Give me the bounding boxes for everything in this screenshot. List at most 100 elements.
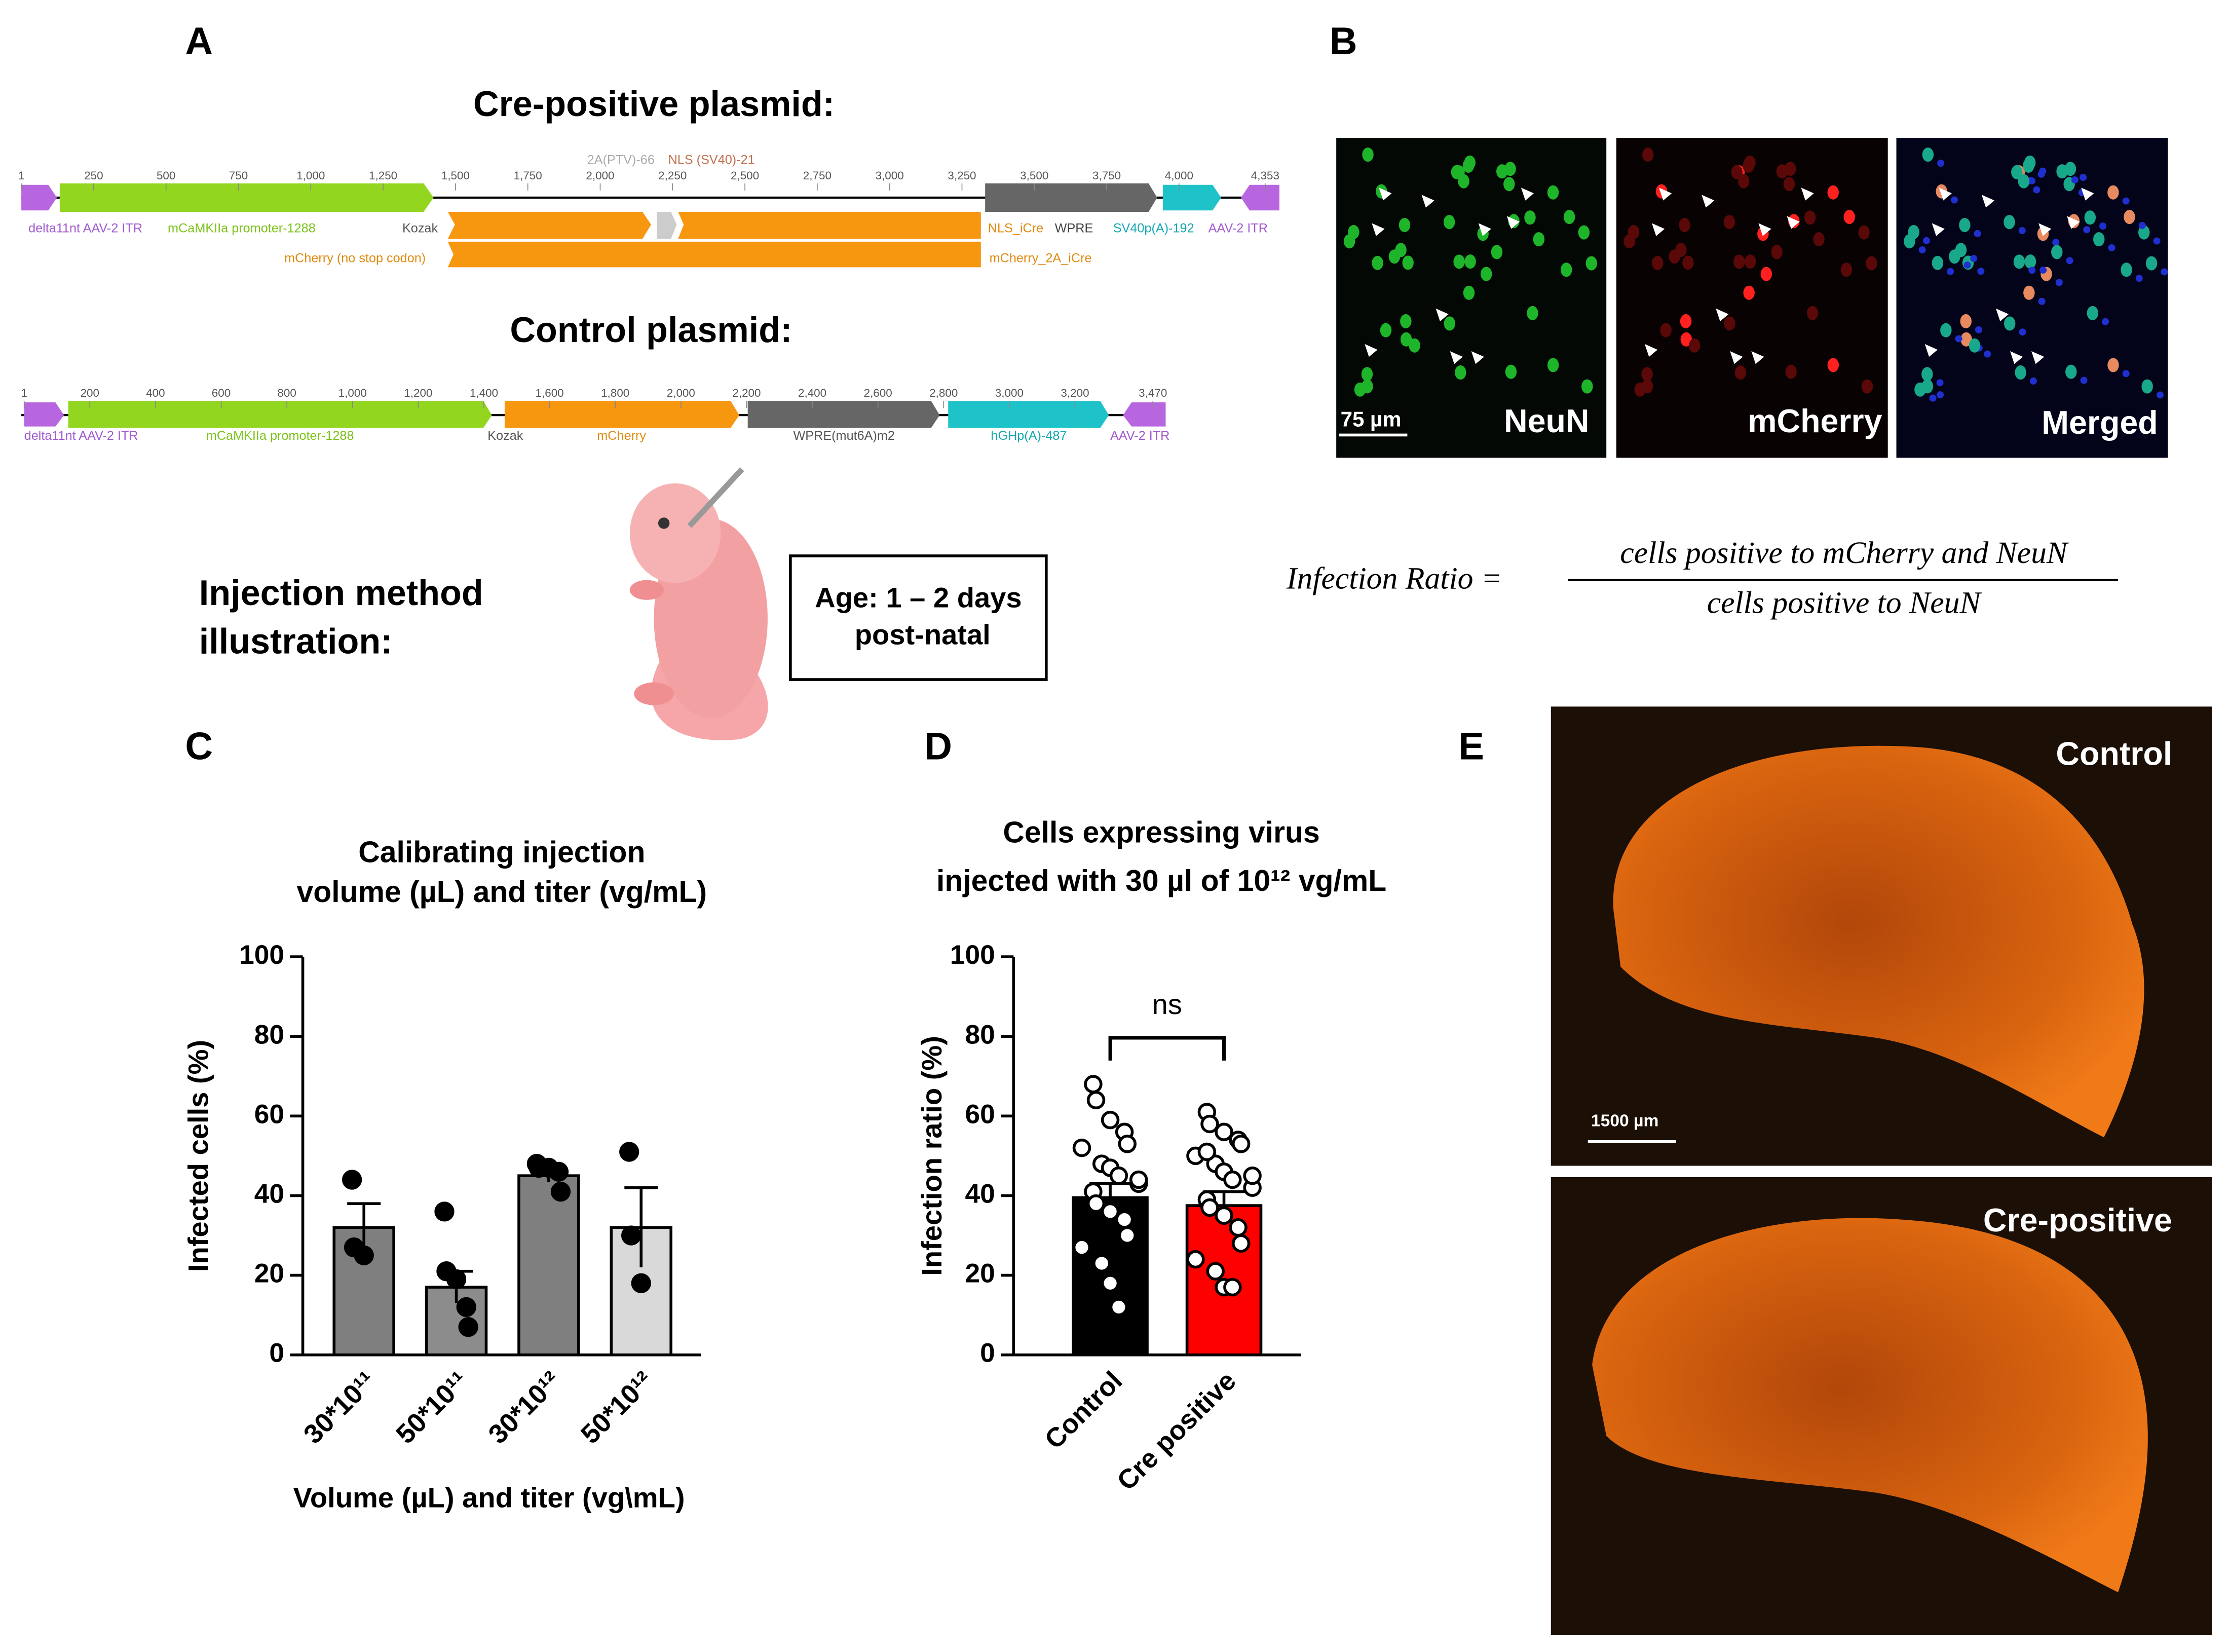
- position-label: 1,500: [441, 169, 470, 182]
- position-label: 2,250: [658, 169, 687, 182]
- y-tick-label: 60: [254, 1099, 284, 1129]
- nucleus: [2033, 186, 2041, 194]
- feature-label: SV40p(A)-192: [1113, 221, 1194, 235]
- nucleus: [1937, 160, 1945, 167]
- cell: [1745, 254, 1756, 269]
- cell: [1738, 174, 1750, 189]
- nucleus: [1950, 196, 1958, 204]
- feature-label: mCherry: [597, 429, 646, 443]
- channel-label: NeuN: [1504, 403, 1589, 439]
- cell: [2107, 358, 2119, 372]
- position-label: 2,000: [586, 169, 614, 182]
- x-tick-label: Cre positive: [1111, 1366, 1241, 1496]
- cell: [1547, 185, 1559, 200]
- cell: [1362, 147, 1374, 162]
- cell: [1827, 185, 1839, 200]
- cell: [1731, 165, 1743, 179]
- y-tick-label: 40: [965, 1179, 995, 1209]
- cell: [1723, 215, 1735, 230]
- position-label: 1,000: [296, 169, 325, 182]
- data-point: [446, 1269, 467, 1290]
- section-label: Control: [2056, 736, 2172, 772]
- age-box: [789, 554, 1048, 681]
- y-tick-label: 80: [254, 1020, 284, 1049]
- arrowhead: [2031, 351, 2045, 364]
- cell: [1960, 332, 1972, 347]
- cell: [1585, 256, 1597, 271]
- cell: [1480, 267, 1492, 281]
- panel-label: C: [185, 725, 213, 768]
- nucleus: [2080, 174, 2087, 181]
- feature-label: NLS (SV40)-21: [668, 153, 755, 167]
- data-point: [619, 1142, 639, 1162]
- nucleus: [2037, 170, 2045, 178]
- cell: [2141, 379, 2153, 394]
- feature: [68, 401, 492, 428]
- cell: [1960, 314, 1972, 328]
- cell: [2051, 245, 2063, 259]
- cell: [1955, 243, 1967, 257]
- cell: [1533, 232, 1545, 247]
- arrowhead: [1435, 308, 1449, 322]
- data-point: [1200, 1114, 1219, 1134]
- cell: [1679, 218, 1690, 233]
- arrowhead: [2010, 351, 2023, 364]
- position-label: 200: [81, 387, 99, 399]
- x-tick-label: Control: [1039, 1366, 1128, 1455]
- position-label: 600: [212, 387, 231, 399]
- data-point: [354, 1245, 374, 1265]
- cell: [1395, 243, 1407, 257]
- cell: [1733, 254, 1745, 269]
- nucleus: [2038, 297, 2046, 305]
- cell: [1578, 225, 1590, 240]
- nucleus: [1974, 230, 1981, 237]
- data-point: [1200, 1198, 1219, 1217]
- cell: [1581, 379, 1593, 394]
- nucleus: [2066, 257, 2073, 265]
- cell: [1680, 314, 1692, 328]
- nucleus: [2122, 370, 2130, 378]
- cell: [1463, 285, 1475, 300]
- scale-label: 1500 µm: [1591, 1111, 1659, 1130]
- mouse-paw: [629, 580, 664, 600]
- data-point: [1086, 1194, 1106, 1213]
- scale-label: 75 µm: [1341, 407, 1402, 431]
- nucleus: [1984, 350, 1991, 358]
- mouse-eye: [658, 517, 670, 529]
- cell: [1547, 358, 1559, 372]
- feature-label: delta11nt AAV-2 ITR: [24, 429, 138, 443]
- feature-label: NLS_iCre: [988, 221, 1043, 235]
- panel-label: B: [1330, 20, 1357, 63]
- cell: [1806, 306, 1819, 320]
- chart-title: injected with 30 µl of 10¹² vg/mL: [936, 865, 1386, 897]
- data-point: [1231, 1234, 1251, 1253]
- arrowhead: [1716, 308, 1729, 322]
- section-label: Cre-positive: [1983, 1202, 2172, 1238]
- cell: [1641, 367, 1653, 382]
- age-text: Age: 1 – 2 days: [815, 582, 1022, 614]
- feature-label: mCherry (no stop codon): [284, 251, 426, 265]
- nucleus: [2099, 222, 2107, 230]
- data-point: [548, 1161, 569, 1182]
- arrowhead: [1787, 216, 1800, 229]
- cell: [1921, 367, 1933, 382]
- significance-bracket: [1108, 1036, 1226, 1061]
- injection-title: illustration:: [199, 621, 393, 661]
- nucleus: [2052, 239, 2060, 246]
- panel-label: E: [1458, 725, 1484, 768]
- y-tick-label: 100: [950, 940, 995, 970]
- arrowhead: [1924, 344, 1938, 357]
- data-point: [434, 1202, 455, 1222]
- position-label: 1,200: [404, 387, 432, 399]
- feature-label: Kozak: [487, 429, 523, 443]
- brain-section: [1613, 745, 2144, 1138]
- nucleus: [2153, 237, 2161, 245]
- cell: [1451, 165, 1463, 179]
- data-point: [1092, 1254, 1111, 1273]
- position-label: 750: [229, 169, 248, 182]
- y-tick-label: 40: [254, 1179, 284, 1209]
- feature-label: AAV-2 ITR: [1208, 221, 1268, 235]
- cell: [1453, 254, 1465, 269]
- nucleus: [2156, 391, 2164, 399]
